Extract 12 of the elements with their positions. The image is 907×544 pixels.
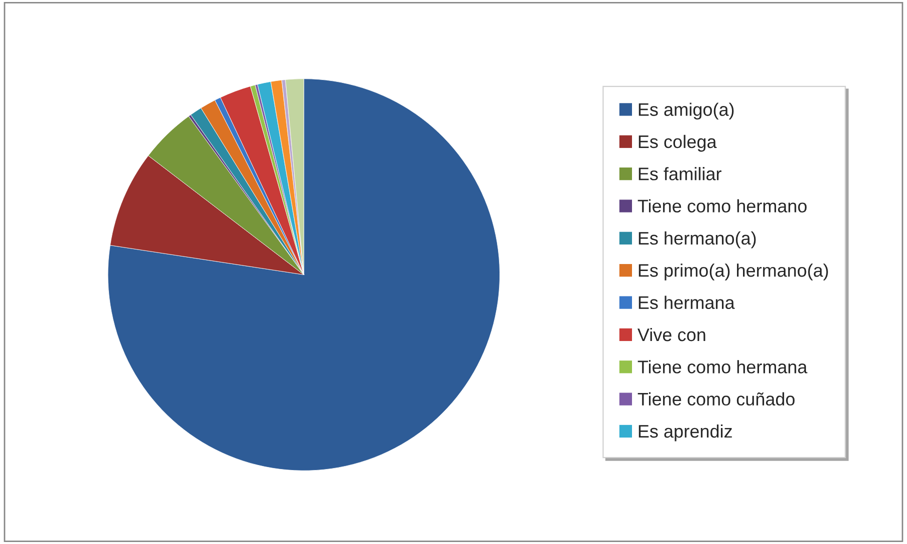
legend-label: Es amigo(a): [638, 102, 734, 120]
legend-label: Es colega: [638, 134, 717, 152]
legend-label: Tiene como hermano: [638, 199, 807, 212]
legend-label: Tiene como hermana: [638, 360, 808, 374]
legend-label: Tiene como cuñado: [638, 392, 795, 406]
legend-label: Es hermana: [638, 296, 735, 310]
pie-slice: [108, 78, 500, 471]
legend-label: Es aprendiz: [638, 424, 732, 442]
legend-label: Es familiar: [638, 167, 722, 180]
legend-label: Es hermano(a): [638, 231, 756, 248]
legend-label: Vive con: [637, 328, 706, 342]
legend-label: Es primo(a) hermano(a): [638, 264, 828, 280]
